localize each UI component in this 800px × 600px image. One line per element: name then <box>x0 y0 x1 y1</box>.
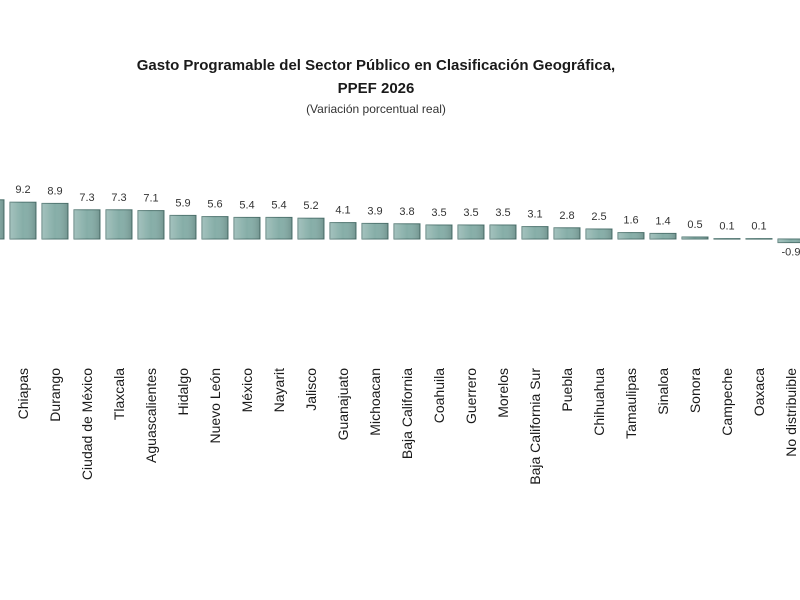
value-label: 5.2 <box>303 200 318 212</box>
value-label: 3.5 <box>463 207 478 219</box>
bar-shade <box>202 216 228 239</box>
bar-shade <box>490 225 516 239</box>
x-tick-label: No distribuible <box>783 368 799 457</box>
value-label: 0.1 <box>719 221 734 233</box>
x-tick-label: Jalisco <box>303 368 319 411</box>
x-tick-label: Campeche <box>719 368 735 436</box>
chart-title-line2: PPEF 2026 <box>338 80 415 97</box>
x-tick-label: Guerrero <box>463 368 479 424</box>
value-label: 2.8 <box>559 210 574 222</box>
value-label: 7.3 <box>111 192 126 204</box>
bar-shade <box>298 218 324 239</box>
x-tick-label: Michoacan <box>367 368 383 436</box>
value-label: 7.1 <box>143 193 158 205</box>
value-label: 5.4 <box>239 199 254 211</box>
bar-shade <box>170 215 196 239</box>
value-label: 3.8 <box>399 206 414 218</box>
x-tick-label: Ciudad de México <box>79 368 95 480</box>
bar-shade <box>746 238 772 240</box>
value-label: -0.9 <box>782 247 800 259</box>
bar-shade <box>394 223 420 239</box>
value-label: 0.5 <box>687 219 702 231</box>
x-tick-label: Baja California Sur <box>527 368 543 485</box>
value-label: 5.6 <box>207 199 222 211</box>
value-label: 3.5 <box>431 207 446 219</box>
bar-shade <box>266 217 292 239</box>
x-tick-label: Hidalgo <box>175 368 191 416</box>
bar-shade <box>362 223 388 239</box>
bar-shade <box>234 217 260 239</box>
x-tick-label: Guanajuato <box>335 368 351 441</box>
x-tick-label: Nuevo León <box>207 368 223 444</box>
bar-shade <box>554 227 580 239</box>
x-tick-label: Nayarit <box>271 368 287 412</box>
value-label: 3.1 <box>527 209 542 221</box>
bar-shade <box>42 203 68 239</box>
x-tick-label: Tlaxcala <box>111 368 127 420</box>
value-label: 3.9 <box>367 205 382 217</box>
x-tick-label: Tamaulipas <box>623 368 639 439</box>
value-label: 4.1 <box>335 205 350 217</box>
bar-shade <box>682 237 708 239</box>
bar-shade <box>586 229 612 239</box>
x-tick-label: Aguascalientes <box>143 368 159 463</box>
bar-shade <box>650 233 676 239</box>
value-label: 9.2 <box>15 184 30 196</box>
x-tick-label: Durango <box>47 368 63 422</box>
value-label: 8.9 <box>47 185 62 197</box>
value-label: 5.4 <box>271 199 286 211</box>
value-label: 2.5 <box>591 211 606 223</box>
value-label: 0.1 <box>751 221 766 233</box>
x-tick-label: Sonora <box>687 368 703 413</box>
bar-shade <box>426 225 452 239</box>
value-label: 7.3 <box>79 192 94 204</box>
bar-shade <box>618 232 644 239</box>
bar-shade <box>10 202 36 239</box>
value-label: 1.6 <box>623 215 638 227</box>
x-tick-label: Sinaloa <box>655 368 671 415</box>
bar-shade <box>458 225 484 239</box>
x-tick-label: Oaxaca <box>751 368 767 416</box>
bar-shade <box>0 199 4 239</box>
x-tick-label: Chiapas <box>15 368 31 419</box>
x-tick-label: Coahuila <box>431 368 447 423</box>
bar-shade <box>778 239 800 243</box>
chart-title: Gasto Programable del Sector Público en … <box>137 57 615 74</box>
bar-shade <box>138 210 164 239</box>
value-label: 1.4 <box>655 215 670 227</box>
x-tick-label: Morelos <box>495 368 511 418</box>
chart-subtitle: (Variación porcentual real) <box>306 102 446 116</box>
x-tick-label: Puebla <box>559 368 575 412</box>
bar-shade <box>522 226 548 239</box>
x-tick-label: Baja California <box>399 368 415 459</box>
bar-shade <box>106 209 132 239</box>
bar-shade <box>330 222 356 239</box>
value-label: 5.9 <box>175 197 190 209</box>
x-tick-label: México <box>239 368 255 413</box>
bar-shade <box>74 209 100 239</box>
bar-shade <box>714 238 740 240</box>
x-tick-label: Chihuahua <box>591 368 607 436</box>
value-label: 3.5 <box>495 207 510 219</box>
